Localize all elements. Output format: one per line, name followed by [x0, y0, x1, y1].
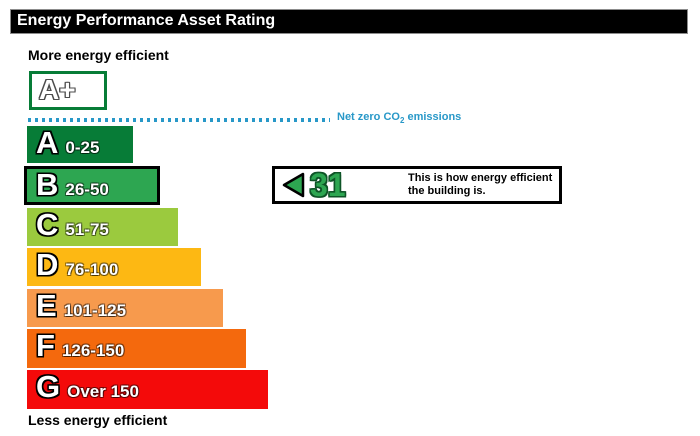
band-f-letter: F [36, 328, 55, 363]
band-a-plus: A+ [29, 71, 107, 110]
band-a: A 0-25 [27, 126, 133, 163]
band-e-letter: E [36, 288, 57, 323]
net-zero-text: Net zero CO [337, 111, 400, 123]
more-efficient-label: More energy efficient [28, 47, 169, 63]
band-a-letter: A [36, 125, 59, 160]
band-a-plus-label: A+ [39, 74, 76, 105]
band-g: G Over 150 [27, 370, 268, 409]
page-title: Energy Performance Asset Rating [17, 12, 276, 29]
band-e-range: 101-125 [63, 301, 127, 320]
band-e: E 101-125 [27, 289, 223, 327]
band-c: C 51-75 [27, 208, 178, 246]
rating-arrow-icon [281, 171, 305, 199]
band-b: B 26-50 [24, 166, 160, 205]
less-efficient-label: Less energy efficient [28, 412, 168, 428]
rating-description-line2: the building is. [408, 185, 486, 197]
title-bar: Energy Performance Asset Rating [10, 9, 688, 34]
band-d-range: 76-100 [65, 260, 119, 279]
band-c-range: 51-75 [65, 220, 109, 239]
net-zero-label: Net zero CO2 emissions [337, 111, 461, 125]
rating-description: This is how energy efficient the buildin… [408, 172, 552, 198]
band-g-range: Over 150 [67, 382, 139, 401]
rating-value: 31 [310, 167, 346, 203]
net-zero-text-suffix: emissions [404, 111, 462, 123]
band-f-range: 126-150 [61, 341, 125, 360]
band-d-letter: D [36, 247, 59, 282]
band-d: D 76-100 [27, 248, 201, 286]
band-f: F 126-150 [27, 329, 246, 368]
rating-description-line1: This is how energy efficient [408, 172, 553, 184]
net-zero-dotted-line [28, 118, 330, 122]
band-a-range: 0-25 [65, 138, 100, 157]
band-b-range: 26-50 [65, 180, 109, 199]
net-zero-sub: 2 [399, 116, 405, 126]
current-rating-indicator: 31 This is how energy efficient the buil… [272, 166, 562, 204]
band-c-letter: C [36, 207, 59, 242]
band-g-letter: G [36, 369, 61, 404]
band-b-letter: B [36, 167, 59, 202]
